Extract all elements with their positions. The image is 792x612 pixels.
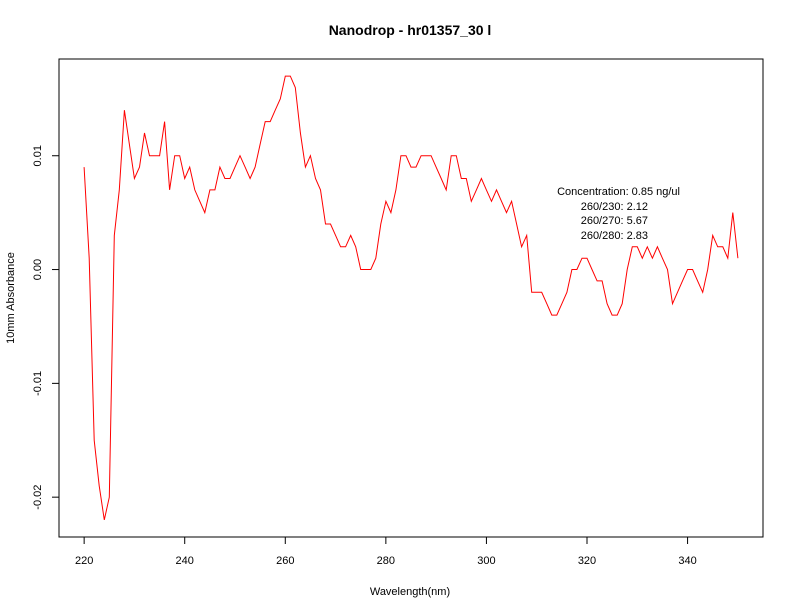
concentration-annotation: Concentration: 0.85 ng/ul — [557, 186, 680, 198]
ratio-260-280-annotation: 260/280: 2.83 — [581, 230, 648, 242]
x-tick-label: 220 — [75, 555, 93, 567]
chart-title: Nanodrop - hr01357_30 l — [329, 22, 492, 38]
x-axis: 220 240 260 280 300 320 340 — [75, 537, 697, 567]
x-tick-label: 300 — [477, 555, 495, 567]
absorbance-series-line — [83, 75, 739, 521]
x-tick-label: 240 — [176, 555, 194, 567]
y-axis-label: 10mm Absorbance — [5, 252, 17, 344]
annotation-block: Concentration: 0.85 ng/ul 260/230: 2.12 … — [557, 186, 680, 242]
x-tick-label: 260 — [276, 555, 294, 567]
y-tick-label: 0.00 — [32, 259, 44, 280]
y-tick-label: -0.02 — [32, 485, 44, 510]
x-axis-label: Wavelength(nm) — [370, 586, 450, 598]
ratio-260-230-annotation: 260/230: 2.12 — [581, 201, 648, 213]
y-axis: -0.02 -0.01 0.00 0.01 — [32, 145, 59, 510]
y-tick-label: -0.01 — [32, 371, 44, 396]
x-tick-label: 320 — [578, 555, 596, 567]
y-tick-label: 0.01 — [32, 145, 44, 166]
plot-frame — [58, 58, 764, 538]
series-layer — [83, 75, 739, 521]
x-tick-label: 280 — [377, 555, 395, 567]
x-tick-label: 340 — [678, 555, 696, 567]
ratio-260-270-annotation: 260/270: 5.67 — [581, 215, 648, 227]
